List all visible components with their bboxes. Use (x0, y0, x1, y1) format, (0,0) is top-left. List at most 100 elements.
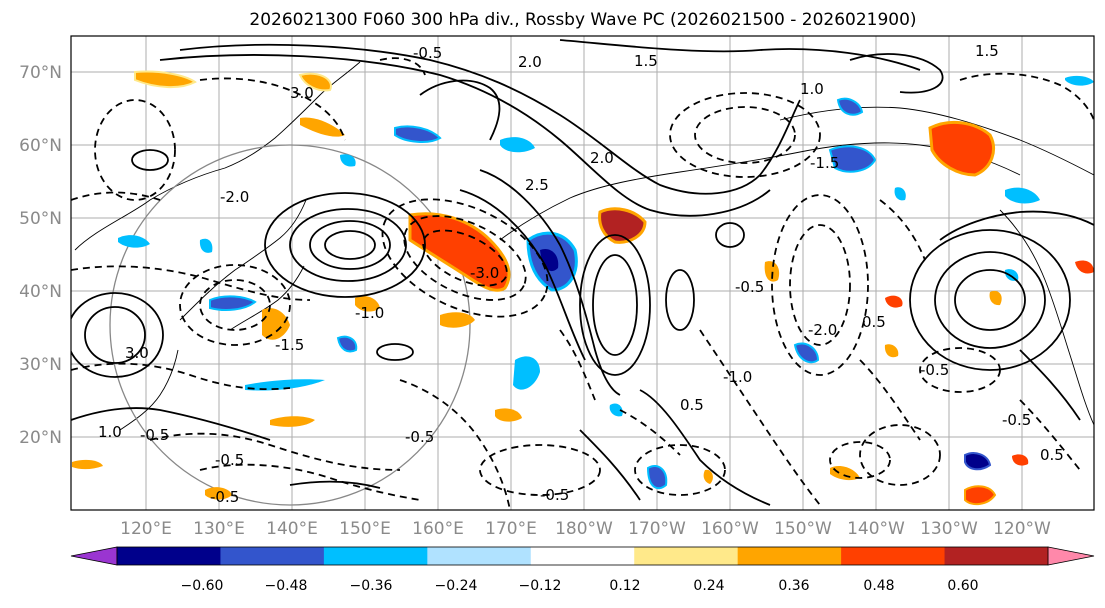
contour-line (715, 222, 745, 248)
contour-line (665, 269, 695, 331)
contour-line (131, 149, 169, 171)
contour-line (579, 234, 651, 376)
colorbar-tick-label: −0.36 (350, 578, 393, 594)
contour-line (1019, 349, 1081, 421)
colorbar-tick-label: 0.36 (778, 578, 809, 594)
honshu-coastline (229, 265, 305, 331)
contour-label: -2.0 (808, 321, 837, 339)
colorbar-segment (117, 547, 221, 565)
lon-tick-label: 150°W (774, 519, 832, 539)
contour-label: 2.0 (518, 53, 542, 71)
contour-label: 0.5 (1040, 446, 1064, 464)
contour-line (669, 92, 821, 178)
contour-label: -1.5 (275, 336, 304, 354)
positive-div-blob (1012, 454, 1029, 466)
contour-line (403, 215, 527, 301)
contour-line (954, 269, 1026, 331)
contour-line (379, 57, 426, 76)
contour-line (579, 429, 641, 501)
contour-label: -0.5 (413, 44, 442, 62)
positive-div-blob (1075, 260, 1094, 274)
wave-packet-circle (109, 144, 471, 506)
lon-tick-label: 120°W (993, 519, 1051, 539)
contour-line (71, 362, 291, 391)
negative-div-blob (894, 187, 906, 201)
lon-tick-label: 160°E (412, 519, 464, 539)
lon-tick-label: 140°W (847, 519, 905, 539)
colorbar-segment (530, 547, 635, 565)
contour-line (199, 77, 346, 141)
lat-tick-label: 40°N (19, 282, 62, 302)
graticule (71, 36, 1094, 510)
na-west-coastline (999, 209, 1094, 426)
colorbar-tick-label: −0.24 (435, 578, 478, 594)
positive-div-blob (703, 469, 713, 484)
positive-div-blob (262, 308, 290, 340)
contour-label: 0.5 (680, 396, 704, 414)
negative-div-blob (199, 238, 213, 253)
positive-div-blob (928, 120, 995, 177)
contour-label: 2.0 (590, 149, 614, 167)
negative-div-blob (964, 452, 992, 471)
lon-tick-label: 160°W (701, 519, 759, 539)
contour-label: -0.5 (405, 428, 434, 446)
colorbar: −0.60 −0.48 −0.36 −0.24 −0.12 0.12 0.24 … (70, 546, 1095, 594)
colorbar-tick-label: −0.60 (181, 578, 224, 594)
colorbar-frame (116, 546, 1049, 566)
contour-line (859, 359, 921, 441)
positive-div-blob (495, 408, 522, 422)
solid-contours (71, 39, 1094, 506)
lon-tick-label: 150°E (339, 519, 391, 539)
lon-tick-label: 170°E (485, 519, 537, 539)
negative-div-blob (1065, 75, 1094, 86)
contour-label: -0.5 (920, 361, 949, 379)
contour-label: -1.0 (723, 368, 752, 386)
lon-tick-label: 130°W (920, 519, 978, 539)
positive-div-blob (72, 459, 103, 470)
colorbar-tick-label: −0.48 (265, 578, 308, 594)
positive-div-blob (884, 344, 899, 358)
contour-line (309, 220, 391, 270)
japan-coastline (179, 199, 307, 321)
taiwan-coastline (119, 349, 179, 431)
negative-div-blob (793, 342, 820, 364)
negative-div-blob (513, 356, 540, 390)
negative-div-blob (245, 379, 325, 391)
negative-div-blob (340, 154, 356, 167)
contour-labels: -0.5 -0.5 -0.5 -0.5 -0.5 -0.5 -0.5 -0.5 … (98, 42, 1064, 506)
contour-line (789, 224, 851, 346)
contour-line (479, 169, 621, 396)
contour-label: 3.0 (290, 84, 314, 102)
contour-line (289, 208, 407, 282)
contour-line (71, 292, 164, 378)
negative-div-blob (394, 125, 442, 143)
contour-label: 1.0 (98, 423, 122, 441)
contour-line (879, 199, 926, 261)
negative-div-blob (118, 235, 150, 248)
contour-line (959, 72, 1094, 121)
negative-div-blob (336, 335, 358, 353)
contour-label: -1.0 (355, 304, 384, 322)
contour-line (619, 409, 681, 456)
contour-line (324, 230, 376, 260)
contour-line (559, 39, 921, 71)
colorbar-tick-label: −0.12 (519, 578, 562, 594)
colorbar-segment (634, 547, 739, 565)
colorbar-tick-label: 0.24 (693, 578, 724, 594)
contour-label: -0.5 (1002, 411, 1031, 429)
contour-line (84, 306, 146, 364)
contour-line (264, 192, 426, 298)
contour-line (94, 99, 176, 201)
contour-label: -3.0 (470, 264, 499, 282)
negative-div-blob (1005, 187, 1040, 204)
lat-tick-label: 50°N (19, 209, 62, 229)
contour-line (699, 329, 821, 506)
colorbar-tick-label: 0.60 (947, 578, 978, 594)
colorbar-segment (220, 547, 325, 565)
contour-line (289, 480, 381, 489)
positive-div-blob (270, 416, 315, 427)
positive-div-blob (764, 261, 780, 282)
lat-tick-label: 20°N (19, 428, 62, 448)
contour-line (159, 54, 771, 217)
contour-line (149, 432, 401, 471)
